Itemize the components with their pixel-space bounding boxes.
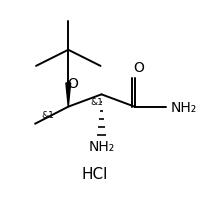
Text: &1: &1 (90, 98, 103, 107)
Text: HCl: HCl (82, 166, 108, 181)
Text: NH₂: NH₂ (88, 139, 115, 153)
Text: O: O (68, 77, 78, 90)
Text: O: O (133, 61, 144, 75)
Polygon shape (66, 84, 71, 107)
Text: NH₂: NH₂ (171, 100, 197, 114)
Text: &1: &1 (41, 111, 54, 120)
